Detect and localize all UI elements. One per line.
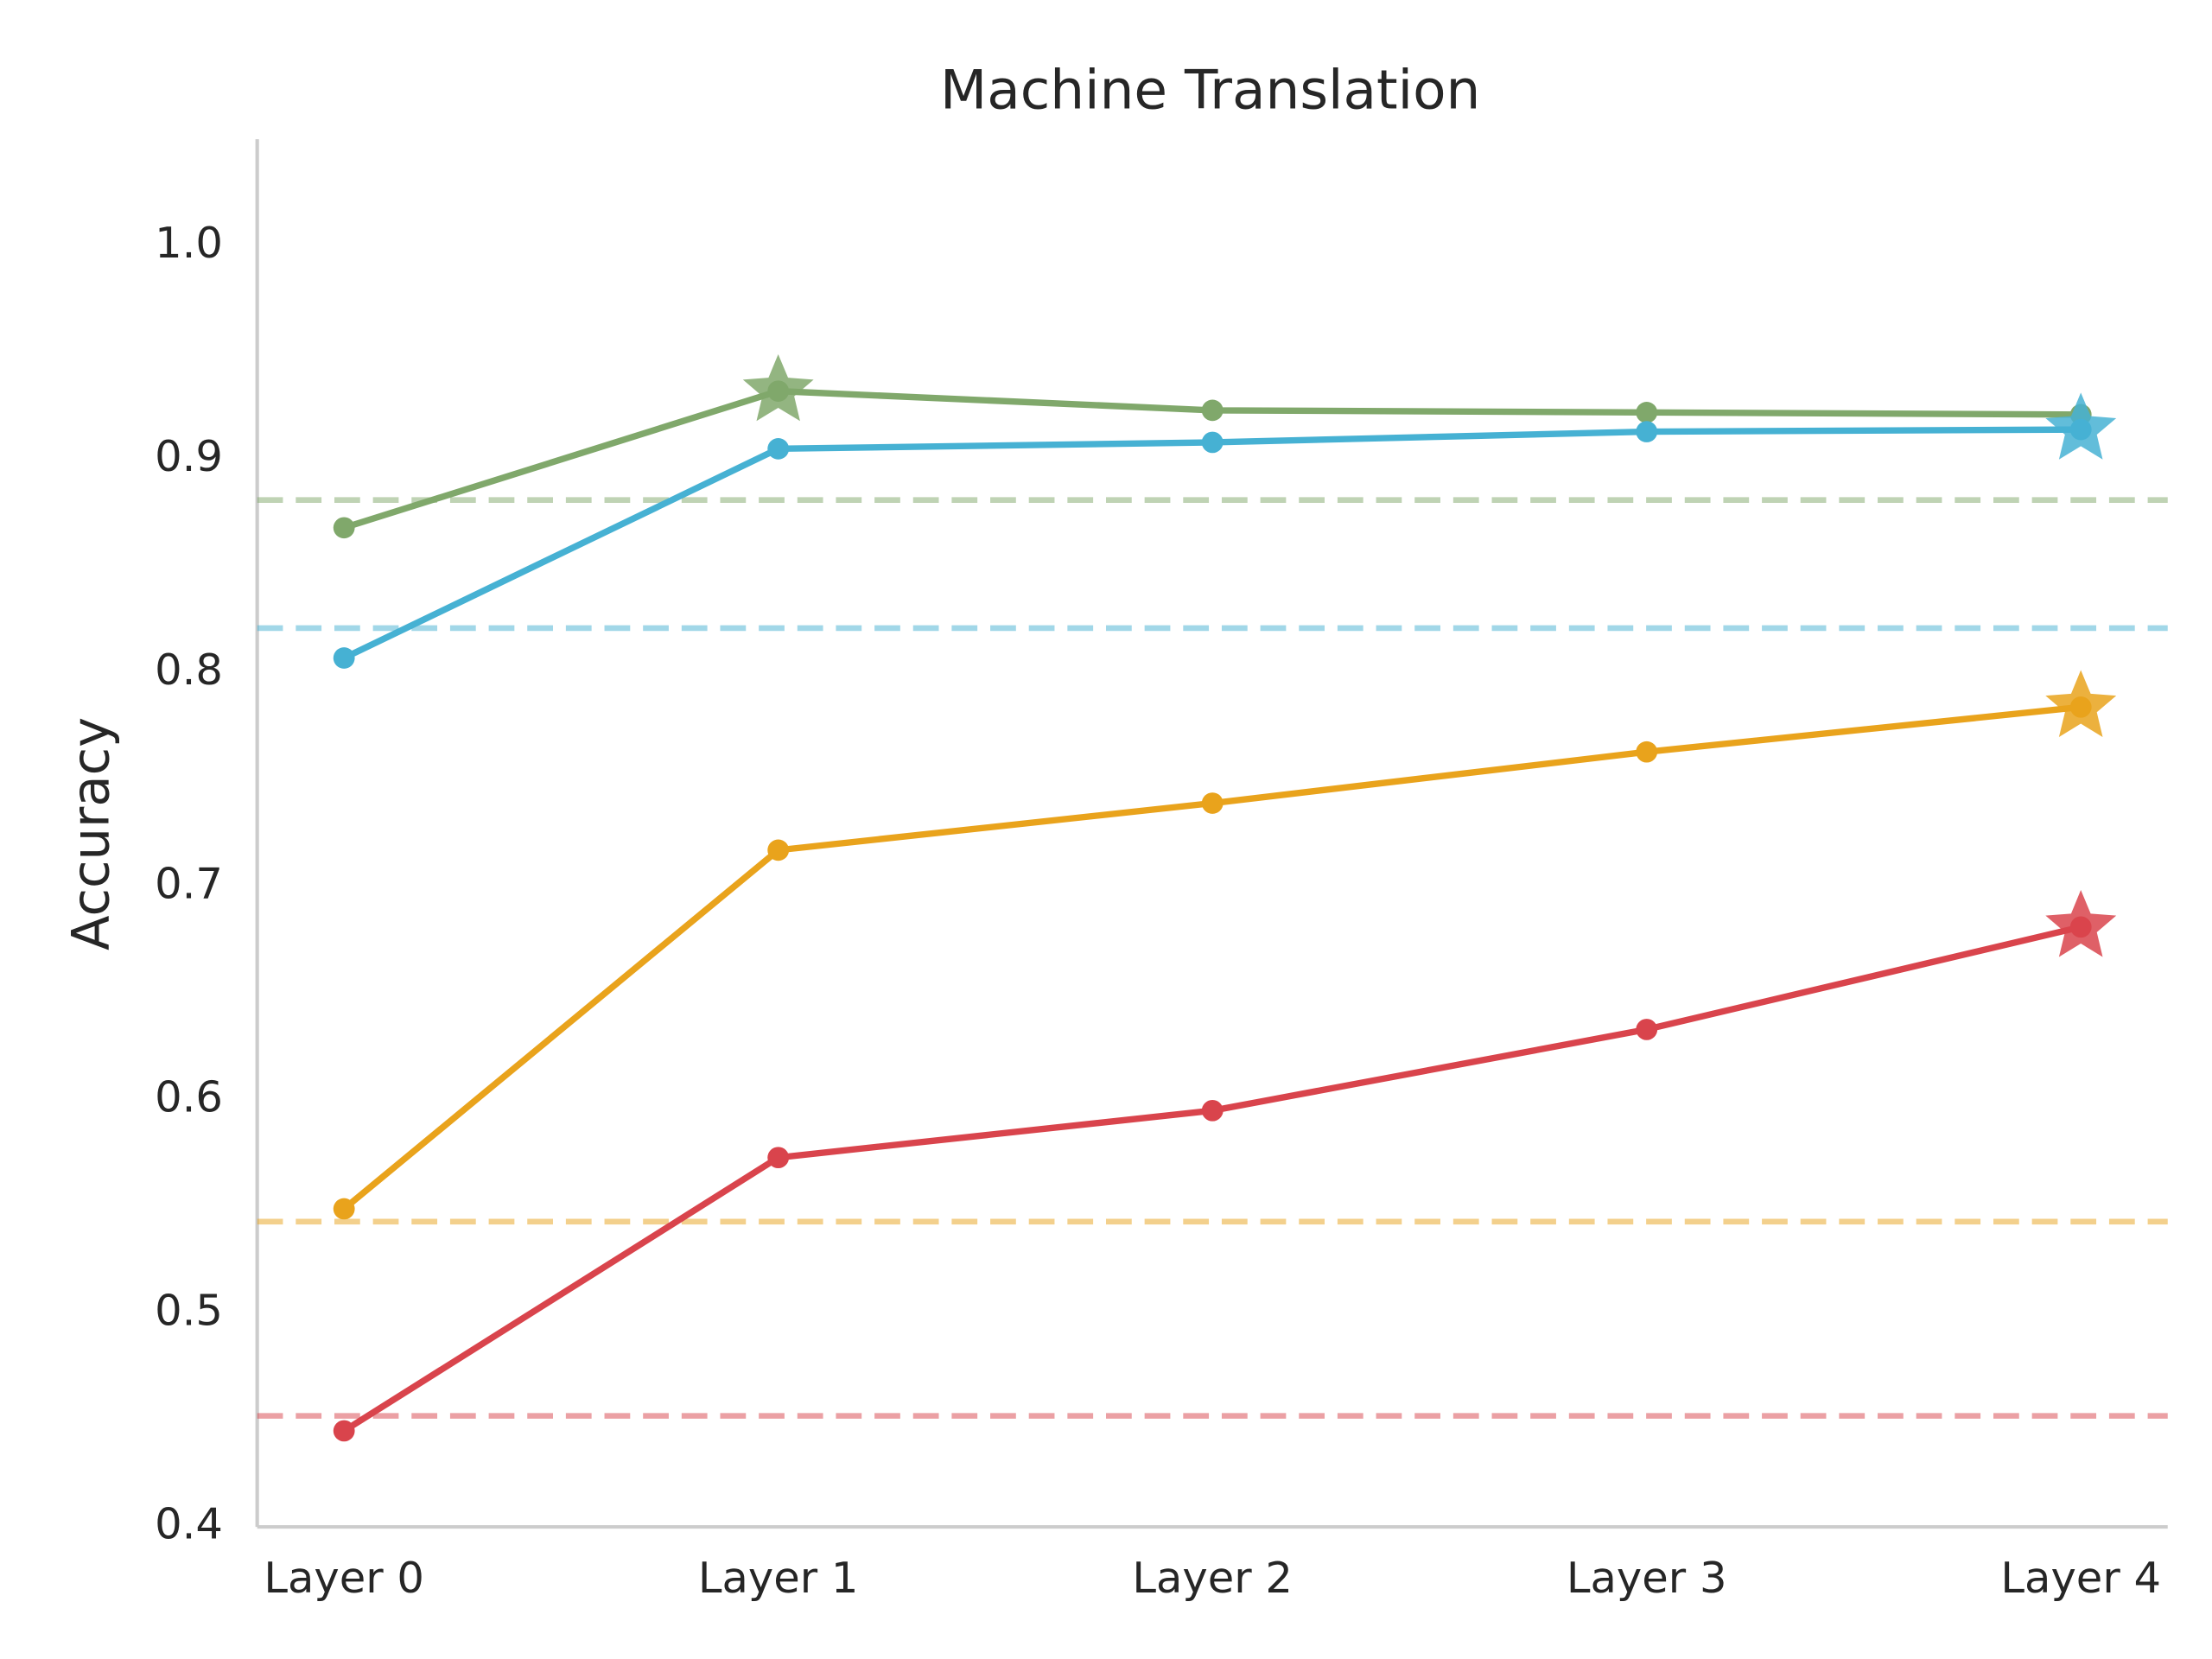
best-star bbox=[2045, 670, 2117, 737]
x-tick-label: Layer 3 bbox=[1567, 1553, 1727, 1603]
point bbox=[1636, 402, 1658, 423]
x-tick-label: Layer 1 bbox=[698, 1553, 859, 1603]
best-star bbox=[2045, 392, 2117, 460]
x-tick-label: Layer 2 bbox=[1132, 1553, 1293, 1603]
y-axis-label: Accuracy bbox=[60, 717, 120, 950]
point bbox=[767, 438, 790, 460]
best-star bbox=[2045, 890, 2117, 957]
series-line bbox=[342, 924, 2082, 1434]
y-tick-label: 0.6 bbox=[155, 1072, 223, 1122]
point bbox=[333, 1198, 355, 1220]
point bbox=[1636, 1019, 1658, 1040]
point bbox=[767, 1147, 790, 1169]
point bbox=[333, 1420, 355, 1442]
point bbox=[1201, 1099, 1224, 1122]
y-tick-label: 0.4 bbox=[155, 1499, 223, 1549]
y-tick-label: 0.8 bbox=[155, 645, 223, 695]
series-line bbox=[342, 426, 2082, 661]
chart-title: Machine Translation bbox=[940, 59, 1480, 122]
x-tick-label: Layer 0 bbox=[264, 1553, 424, 1603]
point bbox=[333, 647, 355, 669]
point bbox=[1201, 399, 1224, 422]
point bbox=[1636, 421, 1658, 442]
best-star bbox=[742, 353, 814, 422]
y-tick-label: 0.5 bbox=[155, 1286, 223, 1336]
y-tick-label: 1.0 bbox=[155, 218, 223, 268]
x-tick-label: Layer 4 bbox=[2000, 1553, 2161, 1603]
point bbox=[1201, 431, 1224, 454]
y-tick-label: 0.7 bbox=[155, 858, 223, 908]
point bbox=[767, 839, 790, 861]
y-tick-label: 0.9 bbox=[155, 431, 223, 481]
point bbox=[1201, 792, 1224, 814]
point bbox=[1636, 741, 1658, 763]
point bbox=[333, 517, 355, 539]
series-line bbox=[341, 703, 2082, 1211]
